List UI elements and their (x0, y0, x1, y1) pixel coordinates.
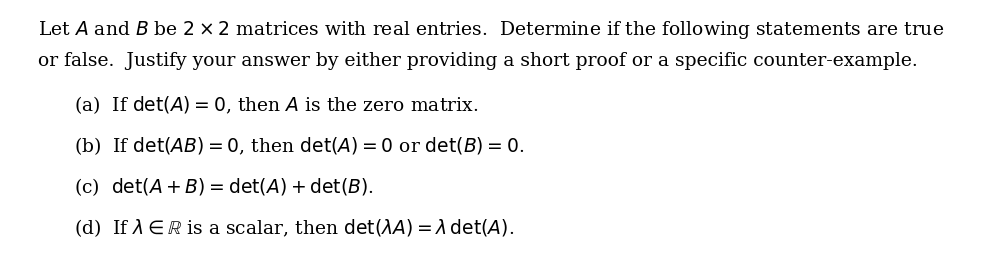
Text: (c)  $\det(A + B) = \det(A) + \det(B)$.: (c) $\det(A + B) = \det(A) + \det(B)$. (74, 176, 374, 198)
Text: (b)  If $\det(AB) = 0$, then $\det(A) = 0$ or $\det(B) = 0$.: (b) If $\det(AB) = 0$, then $\det(A) = 0… (74, 135, 525, 157)
Text: Let $A$ and $B$ be $2 \times 2$ matrices with real entries.  Determine if the fo: Let $A$ and $B$ be $2 \times 2$ matrices… (37, 19, 944, 41)
Text: or false.  Justify your answer by either providing a short proof or a specific c: or false. Justify your answer by either … (37, 52, 917, 70)
Text: (d)  If $\lambda \in \mathbb{R}$ is a scalar, then $\det(\lambda A) = \lambda\, : (d) If $\lambda \in \mathbb{R}$ is a sca… (74, 217, 514, 239)
Text: (a)  If $\det(A) = 0$, then $A$ is the zero matrix.: (a) If $\det(A) = 0$, then $A$ is the ze… (74, 94, 478, 116)
